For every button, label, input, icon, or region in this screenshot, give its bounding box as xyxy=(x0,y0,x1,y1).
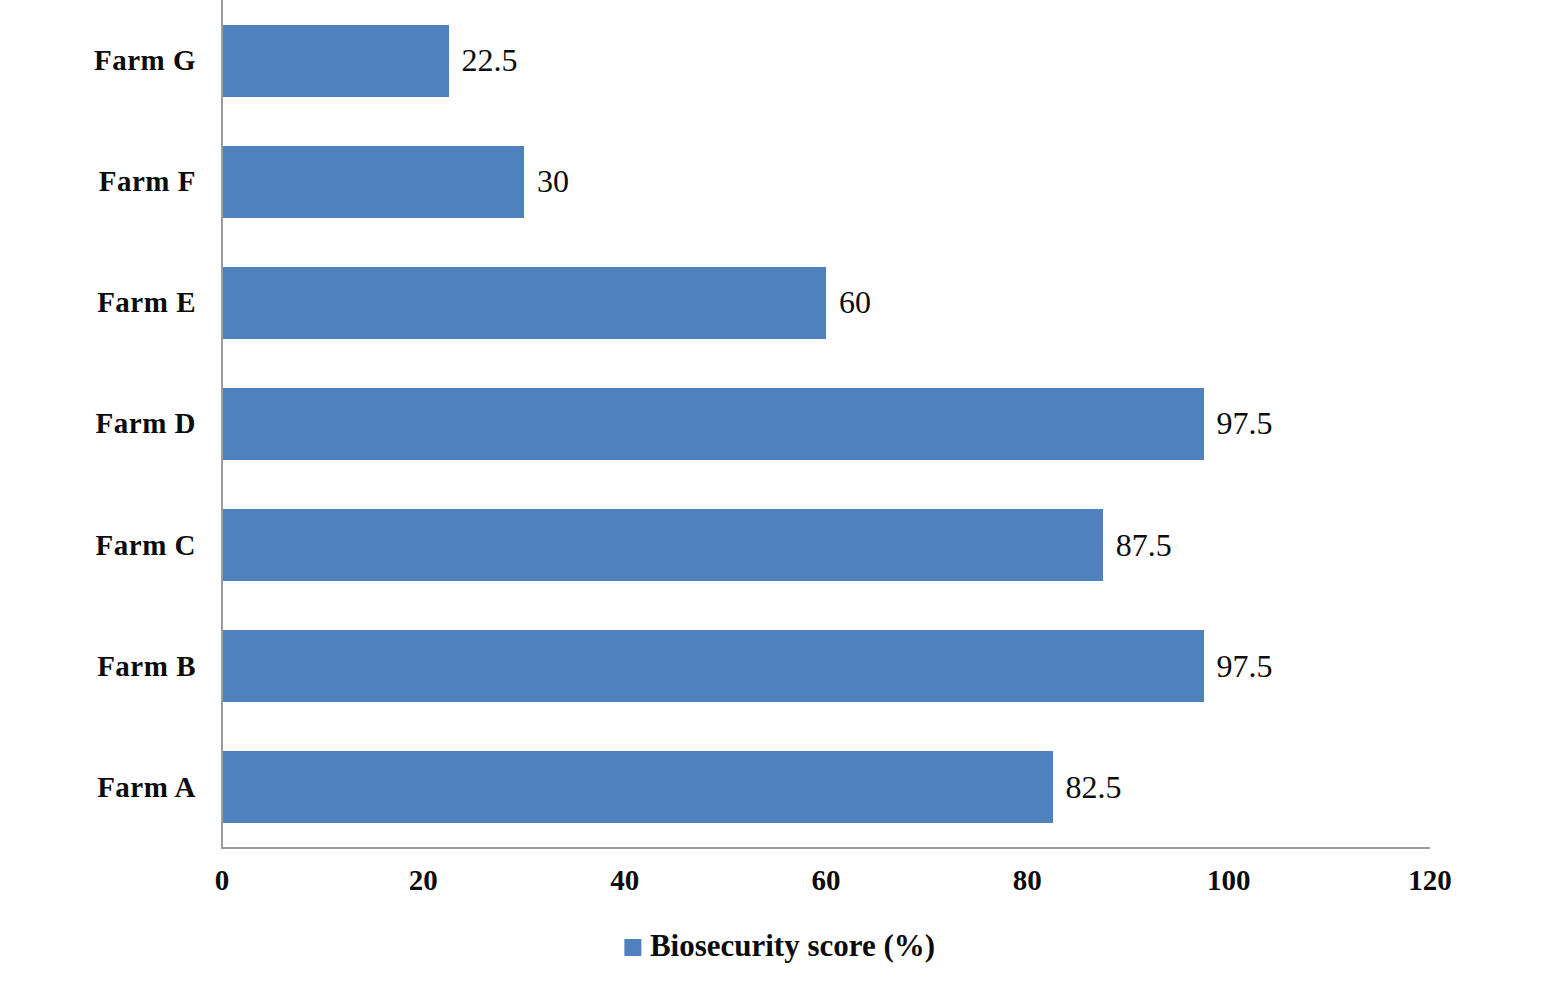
category-label: Farm G xyxy=(0,44,196,77)
bar xyxy=(222,388,1204,460)
bar-row: Farm C87.5 xyxy=(222,485,1430,606)
bar-row: Farm A82.5 xyxy=(222,727,1430,848)
value-label: 60 xyxy=(839,284,871,321)
category-label: Farm F xyxy=(0,165,196,198)
value-label: 82.5 xyxy=(1066,769,1122,806)
value-label: 22.5 xyxy=(462,42,518,79)
x-axis-tick-labels: 020406080100120 xyxy=(222,864,1430,906)
category-label: Farm C xyxy=(0,529,196,562)
category-label: Farm E xyxy=(0,286,196,319)
bar-row: Farm E60 xyxy=(222,242,1430,363)
bar-rows: Farm G22.5Farm F30Farm E60Farm D97.5Farm… xyxy=(222,0,1430,848)
legend-label: Biosecurity score (%) xyxy=(650,928,935,964)
bar xyxy=(222,630,1204,702)
bar-track: 30 xyxy=(222,146,1430,218)
legend-color-swatch xyxy=(624,939,641,956)
bar-row: Farm F30 xyxy=(222,121,1430,242)
bar xyxy=(222,25,449,97)
x-tick-label: 120 xyxy=(1408,864,1452,897)
value-label: 97.5 xyxy=(1217,648,1273,685)
bar-track: 22.5 xyxy=(222,25,1430,97)
bar xyxy=(222,267,826,339)
value-label: 30 xyxy=(537,163,569,200)
value-label: 97.5 xyxy=(1217,405,1273,442)
plot-area: Farm G22.5Farm F30Farm E60Farm D97.5Farm… xyxy=(222,0,1430,848)
x-tick-label: 20 xyxy=(409,864,438,897)
x-tick-label: 40 xyxy=(610,864,639,897)
bar xyxy=(222,751,1053,823)
y-axis-line xyxy=(221,0,223,848)
value-label: 87.5 xyxy=(1116,527,1172,564)
category-label: Farm A xyxy=(0,771,196,804)
category-label: Farm B xyxy=(0,650,196,683)
category-label: Farm D xyxy=(0,407,196,440)
bar-row: Farm D97.5 xyxy=(222,363,1430,484)
bar-track: 97.5 xyxy=(222,388,1430,460)
bar xyxy=(222,146,524,218)
bar-track: 82.5 xyxy=(222,751,1430,823)
bar xyxy=(222,509,1103,581)
biosecurity-bar-chart: Farm G22.5Farm F30Farm E60Farm D97.5Farm… xyxy=(0,0,1559,981)
x-tick-label: 60 xyxy=(812,864,841,897)
legend: Biosecurity score (%) xyxy=(624,926,935,966)
x-tick-label: 0 xyxy=(215,864,230,897)
x-tick-label: 100 xyxy=(1207,864,1251,897)
bar-track: 87.5 xyxy=(222,509,1430,581)
bar-track: 60 xyxy=(222,267,1430,339)
bar-track: 97.5 xyxy=(222,630,1430,702)
x-axis-line xyxy=(221,847,1430,849)
bar-row: Farm G22.5 xyxy=(222,0,1430,121)
x-tick-label: 80 xyxy=(1013,864,1042,897)
bar-row: Farm B97.5 xyxy=(222,606,1430,727)
